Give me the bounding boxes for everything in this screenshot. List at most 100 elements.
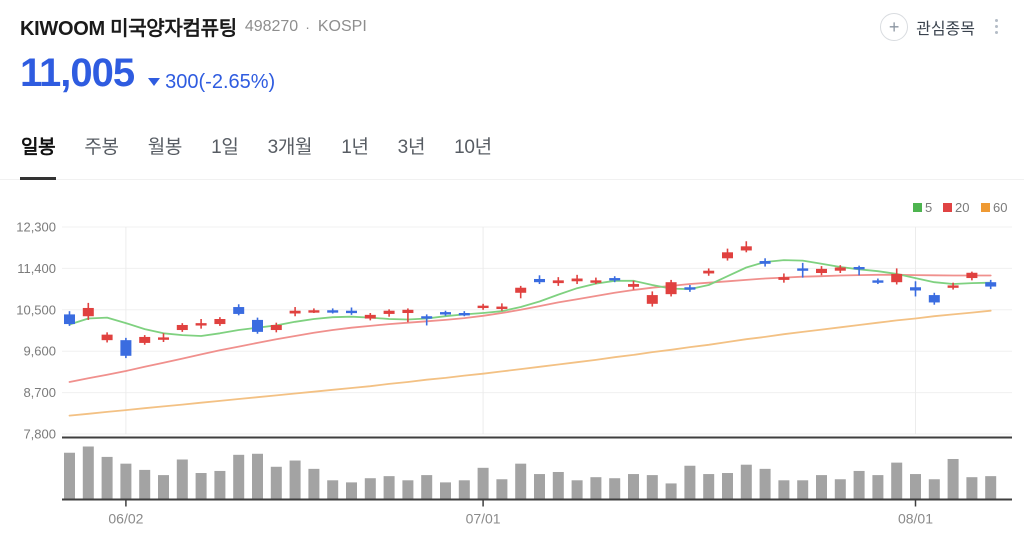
triangle-down-icon [148,78,161,86]
volume-bar [534,474,545,499]
plus-circle-icon: + [880,12,909,41]
candle-body [552,280,564,284]
candle-body [703,270,715,274]
volume-bar [176,459,188,499]
candle-body [383,310,395,314]
volume-bar [778,480,790,499]
tab-3개월[interactable]: 3개월 [267,126,314,180]
x-axis-label: 07/01 [466,511,501,527]
volume-bar [383,476,395,499]
candle-body [985,282,997,287]
dot-separator: · [305,18,310,35]
volume-bar [346,482,357,499]
volume-bar [139,469,151,499]
candle-body [590,280,602,283]
tab-일봉[interactable]: 일봉 [20,126,57,180]
legend-swatch-MA60 [981,203,990,212]
y-axis-label: 12,300 [16,220,56,235]
volume-bar [308,468,320,499]
candle-body [214,319,226,325]
candle-body [646,295,658,304]
candle-body [947,285,959,288]
volume-bar [910,474,921,499]
tab-3년[interactable]: 3년 [397,126,426,180]
kebab-menu-button[interactable] [989,15,1004,38]
candle-body [139,336,151,343]
market-label: KOSPI [317,17,367,35]
candle-body [308,310,320,313]
y-axis-label: 7,800 [23,427,56,442]
candle-body [759,261,771,264]
candle-body [233,307,245,314]
candle-body [440,312,451,315]
candle-body [252,319,263,332]
tab-월봉[interactable]: 월봉 [147,126,183,180]
legend-label-MA60: 60 [993,200,1007,215]
candle-body [120,340,132,356]
volume-bar [834,479,846,499]
change-value: 300(-2.65%) [165,70,276,93]
y-axis-label: 9,600 [23,344,56,359]
tab-주봉[interactable]: 주봉 [83,126,119,180]
price-change: 300(-2.65%) [148,71,275,94]
candle-body [910,287,921,291]
volume-bar [252,453,263,499]
chart-area: 12,300 11,400 10,500 9,600 8,700 7,800 5 20 60 06… [0,192,1024,543]
volume-bar [477,467,489,499]
volume-bar [853,470,865,499]
volume-bar [195,473,207,499]
volume-bar [872,475,884,499]
candle-body [665,282,677,295]
candle-body [891,273,903,283]
candle-body [158,337,169,340]
x-axis-label: 06/02 [108,511,143,527]
volume-bar [759,468,771,499]
volume-bar [985,476,997,499]
volume-bar [233,454,245,499]
tab-1년[interactable]: 1년 [340,126,369,180]
candle-body [458,313,470,316]
volume-bar [458,480,470,499]
price-chart[interactable]: 12,300 11,400 10,500 9,600 8,700 7,800 5 20 60 06… [0,192,1024,538]
candle-body [853,267,865,270]
candle-body [346,310,357,314]
volume-bar [64,452,75,499]
candle-body [402,309,414,314]
candle-body [421,316,433,319]
volume-bar [440,482,451,499]
y-axis-label: 10,500 [16,302,56,317]
watchlist-label: 관심종목 [916,20,975,38]
volume-bar [928,479,940,499]
volume-bar [120,463,132,499]
volume-bar [552,471,564,499]
volume-bar [289,460,301,499]
volume-bar [966,477,978,499]
ma5-line [68,259,992,337]
candle-body [82,307,94,317]
candle-body [797,268,809,271]
legend-swatch-MA5 [913,203,922,212]
candle-body [778,277,790,280]
candle-body [64,314,75,325]
legend-swatch-MA20 [943,203,952,212]
kebab-dot [995,31,998,34]
legend-label-MA20: 20 [955,200,969,215]
volume-bar [270,466,282,499]
volume-bar [891,462,903,499]
candle-body [327,310,339,313]
volume-bar [628,474,639,499]
candle-body [740,246,752,251]
volume-bar [590,477,602,499]
volume-bar [327,480,339,499]
tab-1일[interactable]: 1일 [210,126,239,180]
tab-10년[interactable]: 10년 [453,126,493,180]
period-tabs: 일봉 주봉 월봉 1일 3개월 1년 3년 10년 [0,126,1024,180]
candle-body [571,278,583,282]
candle-body [176,324,188,331]
volume-bar [158,475,169,499]
kebab-dot [995,25,998,28]
volume-bar [740,464,752,499]
volume-bar [214,470,226,499]
add-watchlist-button[interactable]: + 관심종목 [880,12,975,41]
candle-body [477,305,489,309]
